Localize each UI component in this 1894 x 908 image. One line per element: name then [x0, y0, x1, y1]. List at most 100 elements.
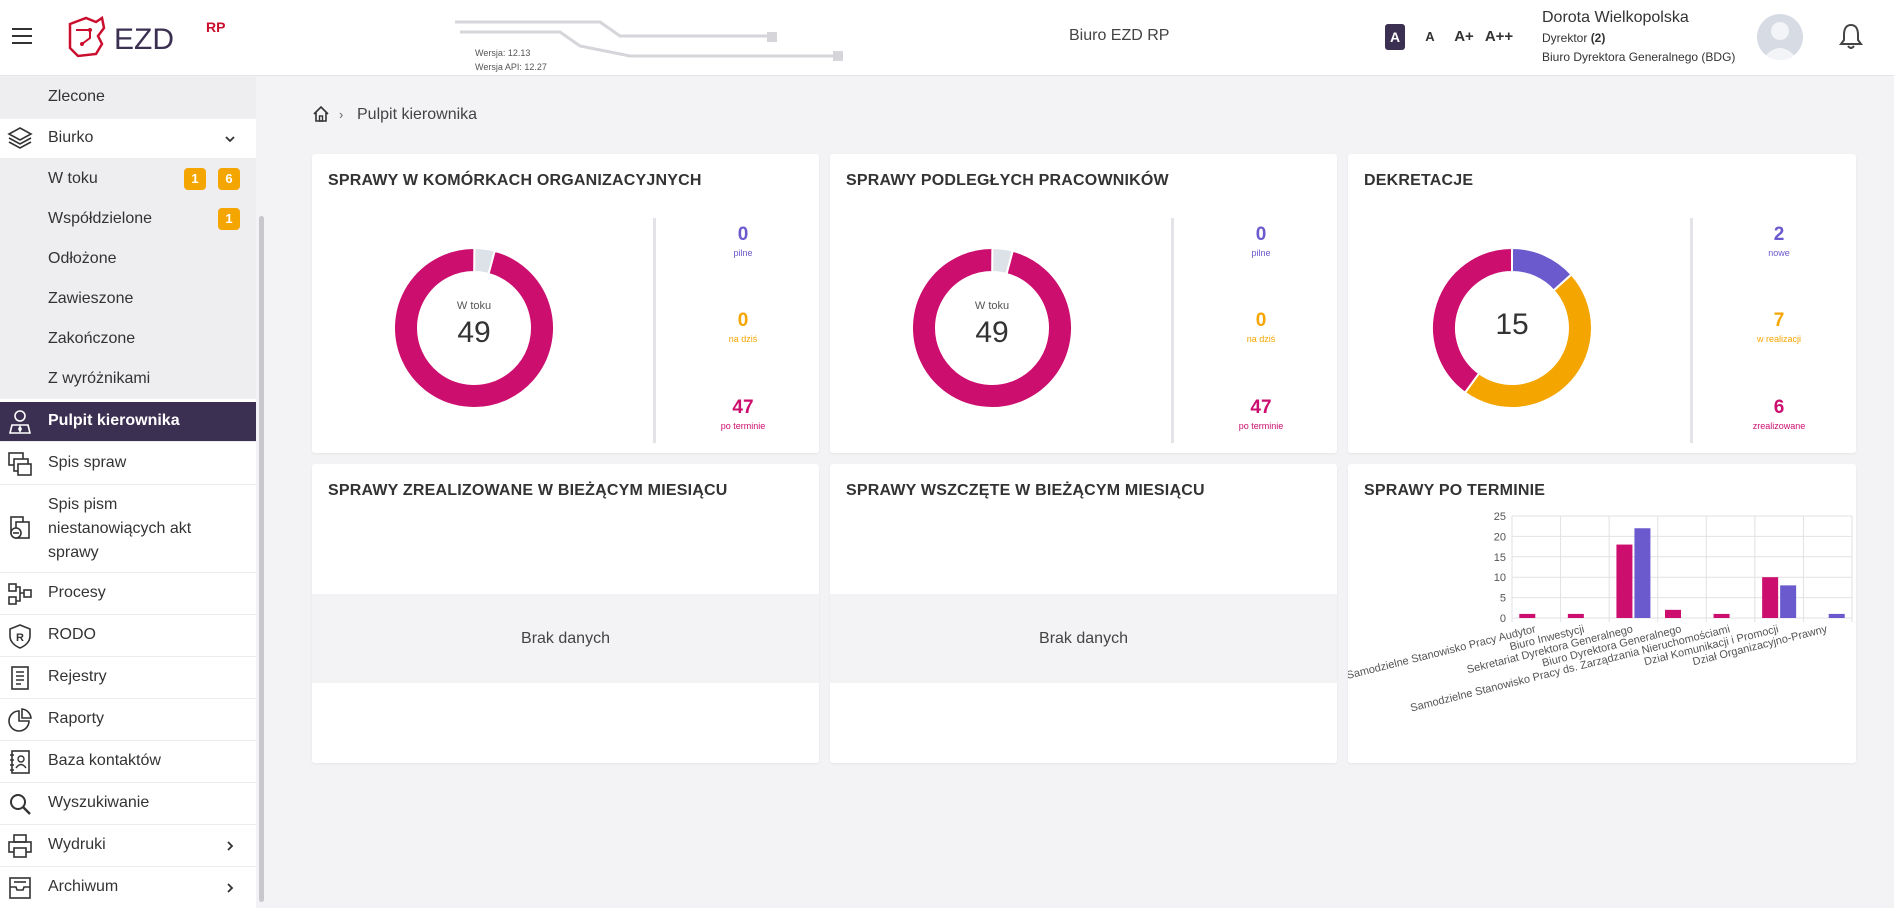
stat-done-value[interactable]: 6: [1773, 397, 1785, 418]
logo-text: EZD: [114, 23, 174, 56]
card-realized: SPRAWY ZREALIZOWANE W BIEŻĄCYM MIESIĄCU …: [312, 464, 819, 763]
manager-icon: [8, 410, 32, 434]
donut-chart-org-units[interactable]: [392, 246, 556, 410]
bar[interactable]: [1713, 613, 1730, 618]
sidebar-item-odlozone[interactable]: Odłożone: [0, 239, 256, 279]
y-tick-label: 25: [1494, 512, 1506, 523]
bar[interactable]: [1828, 613, 1845, 618]
card-started: SPRAWY WSZCZĘTE W BIEŻĄCYM MIESIĄCU Brak…: [830, 464, 1337, 763]
user-department: Biuro Dyrektora Generalnego (BDG): [1542, 50, 1736, 64]
y-tick-label: 15: [1494, 552, 1506, 564]
stat-overdue-label: po terminie: [1238, 421, 1284, 431]
sidebar-item-raporty[interactable]: Raporty: [0, 699, 256, 741]
chevron-right-icon[interactable]: [224, 882, 236, 894]
donut-slice[interactable]: [991, 246, 1014, 276]
donut-slice[interactable]: [393, 247, 555, 409]
sidebar-item-spis-pism[interactable]: Spis pism niestanowiących akt sprawy: [0, 485, 256, 573]
sidebar-item-biurko[interactable]: Biurko: [0, 119, 256, 159]
donut-slice[interactable]: [473, 246, 496, 276]
donut-center-value: 49: [457, 316, 491, 349]
sidebar-item-wspoldzielone[interactable]: Współdzielone 1: [0, 199, 256, 239]
card-title: SPRAWY PODLEGŁYCH PRACOWNIKÓW: [846, 172, 1169, 189]
version-label: Wersja: 12.13: [475, 48, 531, 58]
search-icon: [10, 794, 31, 815]
donut-chart-decrees[interactable]: [1430, 246, 1594, 410]
bar[interactable]: [1519, 613, 1536, 618]
x-tick-label: Samodzielne Stanowisko Pracy Audytor: [1348, 623, 1537, 682]
ezd-rp-logo[interactable]: EZD RP: [66, 14, 246, 60]
app-title: Biuro EZD RP: [1069, 27, 1170, 44]
sidebar-scrollbar[interactable]: [259, 216, 264, 902]
sidebar-item-zlecone[interactable]: Zlecone: [0, 77, 256, 119]
font-size-large-button[interactable]: A+: [1454, 28, 1474, 45]
chevron-down-icon[interactable]: [224, 133, 236, 145]
divider: [1690, 218, 1693, 443]
bar[interactable]: [1634, 528, 1651, 618]
stat-overdue-label: po terminie: [720, 421, 766, 431]
sidebar-item-label: Współdzielone: [48, 210, 153, 227]
font-size-normal-button[interactable]: A: [1385, 24, 1405, 50]
sidebar-item-archiwum[interactable]: Archiwum: [0, 867, 256, 908]
sidebar-item-zakonczone[interactable]: Zakończone: [0, 319, 256, 359]
stat-overdue-value[interactable]: 47: [1250, 397, 1272, 418]
empty-state: Brak danych: [830, 594, 1337, 683]
sidebar-item-label: Zawieszone: [48, 290, 134, 307]
user-avatar-icon: [1762, 22, 1798, 60]
sidebar-item-wyszukiwanie[interactable]: Wyszukiwanie: [0, 783, 256, 825]
y-tick-label: 20: [1494, 531, 1506, 543]
sidebar-item-spis-spraw[interactable]: Spis spraw: [0, 443, 256, 485]
sidebar-item-label: Biurko: [48, 129, 94, 146]
stat-urgent-value[interactable]: 0: [1255, 224, 1267, 245]
bar[interactable]: [1762, 577, 1779, 618]
font-size-xlarge-button[interactable]: A++: [1484, 28, 1514, 45]
sidebar-item-rejestry[interactable]: Rejestry: [0, 657, 256, 699]
avatar[interactable]: [1757, 14, 1803, 60]
home-icon[interactable]: [312, 105, 330, 123]
sidebar-item-label: Wyszukiwanie: [48, 794, 150, 811]
bell-icon[interactable]: [1838, 22, 1864, 50]
sidebar-item-rodo[interactable]: R RODO: [0, 615, 256, 657]
stat-new-value[interactable]: 2: [1773, 224, 1785, 245]
sidebar-item-zawieszone[interactable]: Zawieszone: [0, 279, 256, 319]
sidebar-item-label: Odłożone: [48, 250, 117, 267]
stat-overdue-value[interactable]: 47: [732, 397, 754, 418]
breadcrumb-separator: ›: [339, 107, 344, 122]
overdue-bar-chart[interactable]: 0 5 10 15 20 25 Samodzielne Stanowisko Pracy A…: [1348, 512, 1856, 762]
chevron-right-icon[interactable]: [224, 840, 236, 852]
y-tick-label: 0: [1500, 613, 1506, 625]
stat-today-value[interactable]: 0: [737, 310, 749, 331]
donut-slice[interactable]: [1431, 246, 1513, 395]
sidebar-item-baza-kontaktow[interactable]: Baza kontaktów: [0, 741, 256, 783]
sidebar-item-label: Rejestry: [48, 668, 107, 685]
pie-chart-icon: [8, 708, 32, 732]
donut-slice[interactable]: [911, 247, 1073, 409]
sidebar-item-wydruki[interactable]: Wydruki: [0, 825, 256, 867]
stat-in-progress-value[interactable]: 7: [1773, 310, 1785, 331]
sidebar-item-procesy[interactable]: Procesy: [0, 573, 256, 615]
donut-center-value: 49: [975, 316, 1009, 349]
donut-chart-subordinates[interactable]: [910, 246, 1074, 410]
stat-today-value[interactable]: 0: [1255, 310, 1267, 331]
sidebar-item-label: Spis spraw: [48, 454, 127, 471]
card-org-units: SPRAWY W KOMÓRKACH ORGANIZACYJNYCH W tok…: [312, 154, 819, 453]
process-icon: [8, 583, 32, 605]
stat-today-label: na dziś: [1246, 334, 1276, 344]
bar[interactable]: [1665, 609, 1681, 618]
menu-icon[interactable]: [12, 28, 32, 44]
printer-icon: [8, 834, 32, 858]
font-size-small-button[interactable]: A: [1425, 29, 1435, 44]
sidebar-item-label: Procesy: [48, 584, 106, 601]
sidebar-item-label: Z wyróżnikami: [48, 370, 151, 387]
sidebar-item-w-toku[interactable]: W toku 1 6: [0, 159, 256, 199]
bar[interactable]: [1780, 585, 1797, 618]
stat-urgent-value[interactable]: 0: [737, 224, 749, 245]
user-name[interactable]: Dorota Wielkopolska: [1542, 9, 1689, 26]
card-title: SPRAWY WSZCZĘTE W BIEŻĄCYM MIESIĄCU: [846, 482, 1205, 499]
sidebar-item-label: Zakończone: [48, 330, 136, 347]
sidebar-item-pulpit-kierownika[interactable]: Pulpit kierownika: [0, 402, 256, 442]
stat-urgent-label: pilne: [733, 248, 753, 258]
bar[interactable]: [1616, 544, 1633, 618]
donut-slice[interactable]: [1463, 273, 1593, 409]
sidebar-item-z-wyroznikami[interactable]: Z wyróżnikami: [0, 359, 256, 399]
bar[interactable]: [1567, 613, 1584, 618]
